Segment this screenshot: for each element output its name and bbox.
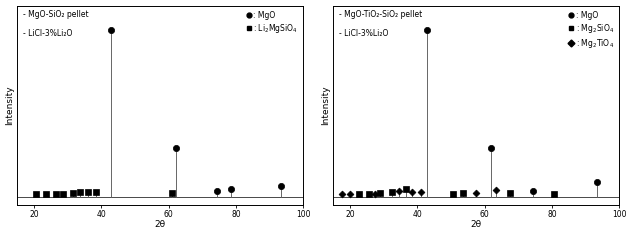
Y-axis label: Intensity: Intensity (6, 85, 15, 125)
X-axis label: 2θ: 2θ (471, 220, 482, 229)
Text: - LiCl-3%Li₂O: - LiCl-3%Li₂O (339, 29, 389, 39)
Text: - LiCl-3%Li₂O: - LiCl-3%Li₂O (23, 29, 73, 39)
Text: - MgO-SiO₂ pellet: - MgO-SiO₂ pellet (23, 10, 88, 19)
Y-axis label: Intensity: Intensity (322, 85, 331, 125)
X-axis label: 2θ: 2θ (155, 220, 166, 229)
Text: - MgO-TiO₂-SiO₂ pellet: - MgO-TiO₂-SiO₂ pellet (339, 10, 422, 19)
Legend: : MgO, : Mg$_2$SiO$_4$, : Mg$_2$TiO$_4$: : MgO, : Mg$_2$SiO$_4$, : Mg$_2$TiO$_4$ (566, 9, 616, 51)
Legend: : MgO, : Li$_2$MgSiO$_4$: : MgO, : Li$_2$MgSiO$_4$ (244, 9, 300, 36)
